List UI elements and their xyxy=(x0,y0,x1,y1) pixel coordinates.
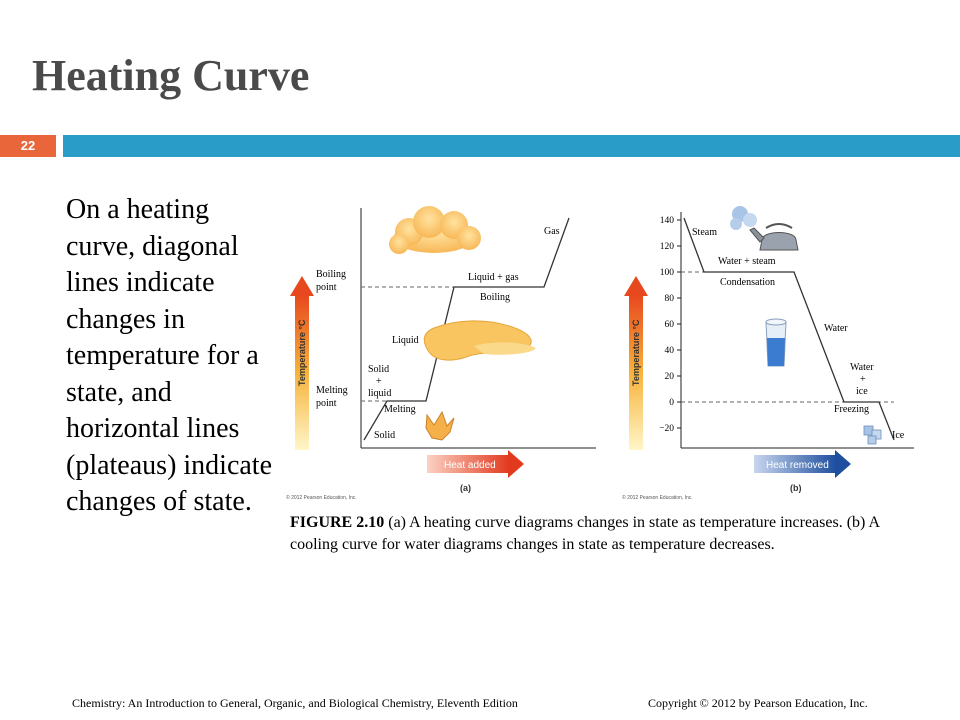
freezing-label: Freezing xyxy=(834,404,869,415)
panel-b-label: (b) xyxy=(790,483,802,493)
cooling-curve-line xyxy=(683,217,895,441)
heating-curve-figure: Temperature °C Boiling point Melting poi… xyxy=(284,200,924,505)
figure-svg: Temperature °C Boiling point Melting poi… xyxy=(286,206,914,501)
tick-label: 120 xyxy=(660,242,675,252)
heat-added-arrow xyxy=(427,450,524,478)
svg-text:point: point xyxy=(316,282,337,293)
temperature-arrow-a xyxy=(290,276,314,450)
liquid-label: Liquid xyxy=(392,335,419,346)
header-bar xyxy=(63,135,960,157)
water-steam-label: Water + steam xyxy=(718,256,776,267)
ice-label: Ice xyxy=(892,430,905,441)
panel-a-label: (a) xyxy=(460,483,471,493)
tick-label: 0 xyxy=(669,398,674,408)
svg-text:point: point xyxy=(316,398,337,409)
heat-removed-arrow xyxy=(754,450,851,478)
steam-cloud-icon xyxy=(730,206,757,230)
axis-label-a: Temperature °C xyxy=(297,319,307,386)
gas-cloud-icon xyxy=(389,206,481,254)
tick-label: 20 xyxy=(665,372,675,382)
caption-figure-number: FIGURE 2.10 xyxy=(290,514,385,531)
tick-label: 100 xyxy=(660,268,675,278)
gas-label: Gas xyxy=(544,226,560,237)
copyright-b: © 2012 Pearson Education, Inc. xyxy=(622,494,693,501)
temperature-arrow-b xyxy=(624,276,648,450)
solid-label: Solid xyxy=(374,430,395,441)
svg-text:liquid: liquid xyxy=(368,388,391,399)
water-glass-icon xyxy=(765,318,787,367)
tick-label: 60 xyxy=(665,320,675,330)
tick-label: −20 xyxy=(659,424,674,434)
svg-text:+: + xyxy=(860,374,866,385)
solid-liquid-label: Solid xyxy=(368,364,389,375)
svg-text:+: + xyxy=(376,376,382,387)
slide-title: Heating Curve xyxy=(32,51,310,100)
ice-cubes-icon xyxy=(863,425,882,445)
tick-label: 80 xyxy=(665,294,675,304)
steam-label: Steam xyxy=(692,227,717,238)
water-ice-label: Water xyxy=(850,362,874,373)
kettle-icon xyxy=(749,223,799,251)
heat-added-label: Heat added xyxy=(444,460,496,471)
figure-caption: FIGURE 2.10 (a) A heating curve diagrams… xyxy=(290,512,900,556)
temperature-ticks: 140 120 100 80 60 40 20 0 −20 xyxy=(659,216,681,434)
liquid-gas-label: Liquid + gas xyxy=(468,272,519,283)
caption-text: (a) A heating curve diagrams changes in … xyxy=(290,514,880,553)
footer-copyright: Copyright © 2012 by Pearson Education, I… xyxy=(648,696,868,710)
panel-b: Temperature °C 140 120 100 80 60 40 20 0… xyxy=(622,206,914,501)
condensation-label: Condensation xyxy=(720,277,775,288)
solid-crystal-icon xyxy=(425,410,455,441)
tick-label: 140 xyxy=(660,216,675,226)
boiling-point-label: Boiling xyxy=(316,269,346,280)
body-text: On a heating curve, diagonal lines indic… xyxy=(66,194,273,517)
melting-point-label: Melting xyxy=(316,385,348,396)
melting-label: Melting xyxy=(384,404,416,415)
tick-label: 40 xyxy=(665,346,675,356)
copyright-a: © 2012 Pearson Education, Inc. xyxy=(286,494,357,501)
panel-a: Temperature °C Boiling point Melting poi… xyxy=(286,206,596,501)
footer-book-title: Chemistry: An Introduction to General, O… xyxy=(72,696,518,710)
heat-removed-label: Heat removed xyxy=(766,460,829,471)
svg-text:ice: ice xyxy=(856,386,868,397)
liquid-puddle-icon xyxy=(423,320,536,361)
axis-label-b: Temperature °C xyxy=(631,319,641,386)
boiling-label: Boiling xyxy=(480,292,510,303)
water-label: Water xyxy=(824,323,848,334)
slide-number: 22 xyxy=(0,135,56,157)
